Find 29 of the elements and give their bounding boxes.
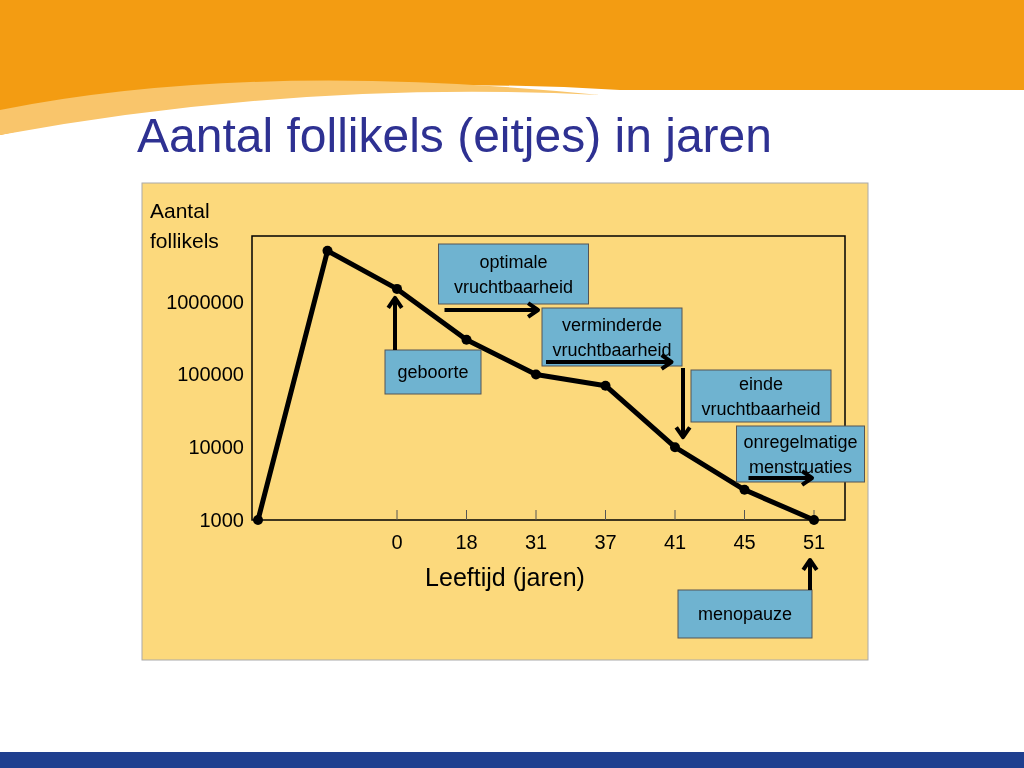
annotation: verminderde vruchtbaarheid bbox=[552, 315, 672, 360]
point bbox=[670, 442, 680, 453]
text: menopauze bbox=[697, 604, 793, 624]
point bbox=[461, 334, 472, 345]
x-axis-title: Leeftijd (jaren) bbox=[425, 563, 585, 591]
annotation: geboorte bbox=[397, 362, 469, 382]
point bbox=[809, 515, 819, 525]
point bbox=[322, 245, 333, 256]
y-tick-label: 100000 bbox=[177, 363, 244, 386]
point bbox=[253, 515, 263, 525]
point bbox=[392, 283, 402, 294]
x-tick-label: 0 bbox=[391, 531, 403, 553]
x-tick-label: 31 bbox=[524, 531, 548, 553]
y-tick-label: 1000000 bbox=[166, 290, 244, 313]
y-axis-title: Aantal follikels bbox=[150, 199, 219, 252]
point bbox=[600, 380, 611, 391]
annotation: onregelmatige menstruaties bbox=[743, 432, 858, 477]
annotation: einde vruchtbaarheid bbox=[701, 374, 821, 419]
point bbox=[739, 484, 750, 495]
x-tick-label: 37 bbox=[594, 531, 617, 553]
point bbox=[531, 369, 541, 380]
annotation: optimale vruchtbaarheid bbox=[453, 252, 574, 297]
x-tick-label: 18 bbox=[455, 531, 478, 553]
x-tick-label: 51 bbox=[802, 531, 826, 553]
x-tick-label: 41 bbox=[663, 531, 687, 553]
y-tick-label: 10000 bbox=[188, 436, 244, 459]
y-tick-label: 1000 bbox=[199, 509, 244, 531]
x-tick-label: 45 bbox=[733, 531, 756, 553]
chart-title: Aantal follikels (eitjes) in jaren bbox=[137, 109, 772, 162]
